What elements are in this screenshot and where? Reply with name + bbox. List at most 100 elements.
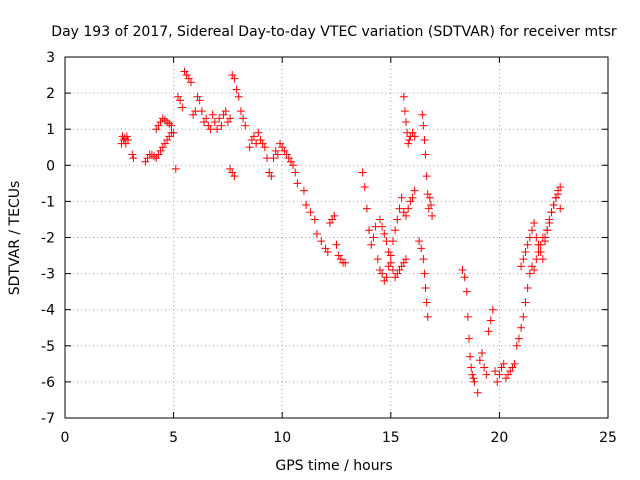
data-point bbox=[378, 269, 387, 278]
data-point bbox=[395, 204, 404, 213]
data-point bbox=[228, 71, 237, 80]
data-point bbox=[123, 136, 132, 145]
data-point bbox=[171, 164, 180, 173]
data-point bbox=[523, 284, 532, 293]
data-point bbox=[423, 312, 432, 321]
data-point bbox=[467, 363, 476, 372]
data-point bbox=[160, 139, 169, 148]
data-point bbox=[202, 114, 211, 123]
data-point bbox=[422, 298, 431, 307]
data-point bbox=[165, 119, 174, 128]
data-point bbox=[399, 208, 408, 217]
data-point bbox=[178, 103, 187, 112]
data-point bbox=[391, 226, 400, 235]
data-point bbox=[521, 247, 530, 256]
data-point bbox=[375, 265, 384, 274]
data-point bbox=[549, 201, 558, 210]
data-point bbox=[399, 92, 408, 101]
data-point bbox=[239, 114, 248, 123]
data-point bbox=[408, 128, 417, 137]
data-point bbox=[332, 240, 341, 249]
chart-title: Day 193 of 2017, Sidereal Day-to-day VTE… bbox=[51, 24, 617, 40]
x-tick-label: 25 bbox=[599, 430, 617, 446]
data-point bbox=[525, 269, 534, 278]
data-point bbox=[219, 110, 228, 119]
data-point bbox=[325, 219, 334, 228]
y-axis-label: SDTVAR / TECUs bbox=[7, 181, 23, 296]
data-point bbox=[269, 154, 278, 163]
y-tick-label: 1 bbox=[46, 122, 55, 138]
data-point bbox=[228, 168, 237, 177]
data-point bbox=[163, 117, 172, 126]
data-point bbox=[468, 370, 477, 379]
data-point bbox=[532, 233, 541, 242]
data-point bbox=[289, 161, 298, 170]
data-point bbox=[393, 215, 402, 224]
data-point bbox=[484, 327, 493, 336]
data-point bbox=[221, 107, 230, 116]
data-point bbox=[406, 197, 415, 206]
data-point bbox=[299, 186, 308, 195]
data-point bbox=[523, 240, 532, 249]
data-point bbox=[458, 265, 467, 274]
data-point bbox=[400, 107, 409, 116]
data-point bbox=[504, 370, 513, 379]
x-tick-label: 10 bbox=[273, 430, 291, 446]
data-point bbox=[480, 363, 489, 372]
data-point bbox=[423, 190, 432, 199]
data-point bbox=[310, 215, 319, 224]
data-point bbox=[236, 107, 245, 116]
data-point bbox=[210, 117, 219, 126]
data-point bbox=[215, 114, 224, 123]
data-point bbox=[365, 226, 374, 235]
data-point bbox=[284, 154, 293, 163]
data-point bbox=[200, 117, 209, 126]
data-point bbox=[158, 143, 167, 152]
data-point bbox=[493, 377, 502, 386]
data-point bbox=[280, 146, 289, 155]
data-marks bbox=[117, 67, 565, 397]
data-point bbox=[293, 179, 302, 188]
data-point bbox=[554, 186, 563, 195]
data-point bbox=[541, 233, 550, 242]
y-tick-label: 3 bbox=[46, 50, 55, 66]
data-point bbox=[530, 219, 539, 228]
data-point bbox=[213, 125, 222, 134]
data-point bbox=[488, 305, 497, 314]
data-point bbox=[397, 262, 406, 271]
data-point bbox=[169, 128, 178, 137]
y-tick-label: -4 bbox=[41, 303, 55, 319]
data-point bbox=[336, 255, 345, 264]
data-point bbox=[369, 233, 378, 242]
data-point bbox=[393, 269, 402, 278]
data-point bbox=[195, 96, 204, 105]
data-point bbox=[122, 132, 131, 141]
data-point bbox=[395, 265, 404, 274]
y-tick-label: -3 bbox=[41, 267, 55, 283]
y-tick-label: 2 bbox=[46, 86, 55, 102]
data-point bbox=[278, 143, 287, 152]
data-point bbox=[402, 117, 411, 126]
data-point bbox=[271, 146, 280, 155]
data-point bbox=[534, 240, 543, 249]
data-point bbox=[189, 110, 198, 119]
x-tick-label: 0 bbox=[61, 430, 70, 446]
y-tick-label: -6 bbox=[41, 375, 55, 391]
data-point bbox=[226, 114, 235, 123]
data-point bbox=[517, 262, 526, 271]
data-point bbox=[260, 143, 269, 152]
data-point bbox=[375, 215, 384, 224]
data-point bbox=[386, 258, 395, 267]
data-point bbox=[462, 287, 471, 296]
data-point bbox=[420, 136, 429, 145]
data-point bbox=[397, 193, 406, 202]
data-point bbox=[404, 204, 413, 213]
data-point bbox=[323, 247, 332, 256]
data-point bbox=[556, 182, 565, 191]
x-axis-label: GPS time / hours bbox=[275, 458, 392, 474]
data-point bbox=[160, 116, 169, 125]
data-point bbox=[519, 255, 528, 264]
data-point bbox=[495, 370, 504, 379]
